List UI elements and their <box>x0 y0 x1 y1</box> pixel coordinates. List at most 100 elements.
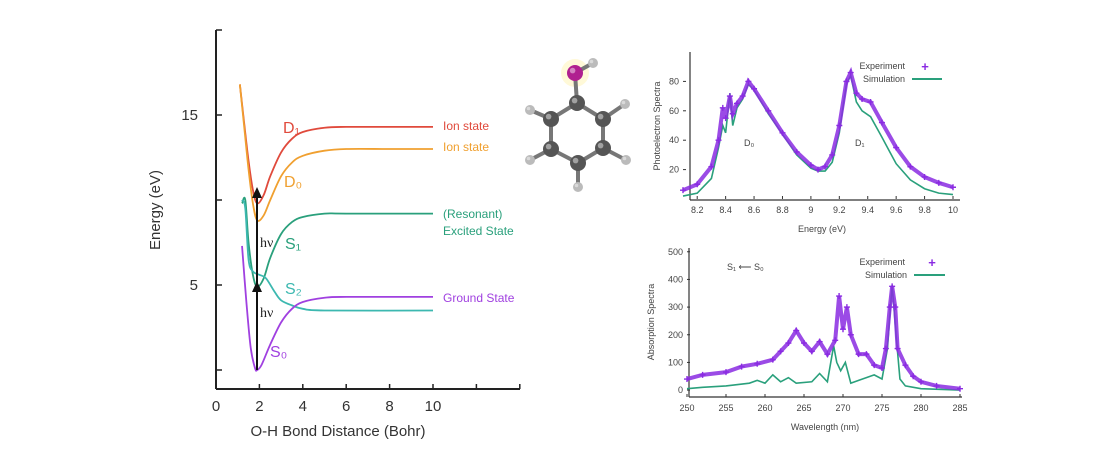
x-tick-label: 260 <box>757 403 772 413</box>
x-axis-label: O-H Bond Distance (Bohr) <box>250 423 425 440</box>
experiment-point <box>801 340 807 347</box>
experiment-point <box>836 122 843 129</box>
experiment-point <box>957 385 963 392</box>
x-tick-label: 10 <box>425 398 442 415</box>
tr-ticks: 8.2 8.4 8.6 8.8 9 9.2 9.4 9.6 9.8 10 20 40 60 80 <box>669 76 958 215</box>
highlight <box>569 67 576 74</box>
hydrogen-atom <box>620 99 630 109</box>
experiment-point <box>886 304 893 311</box>
highlight <box>621 100 626 105</box>
experiment-point <box>863 351 870 358</box>
carbon-atom <box>595 111 611 127</box>
legend-marker-experiment: + <box>928 255 936 270</box>
potential-energy-chart: 0 2 4 6 8 10 15 5 Energy (eV) O-H Bond Distan… <box>147 29 521 440</box>
br-ticks: 250 255 260 265 270 275 280 285 0 100 200 300 400 500 <box>668 247 968 413</box>
highlight <box>622 156 627 161</box>
experiment-point <box>871 362 878 369</box>
x-tick-label: 2 <box>255 398 263 415</box>
hydrogen-atom <box>621 155 631 165</box>
experiment-point <box>933 382 940 389</box>
experiment-point <box>950 184 956 191</box>
experiment-point <box>751 85 758 92</box>
experiment-point <box>921 173 928 180</box>
potential-curve <box>238 84 433 222</box>
experiment-point <box>739 93 746 100</box>
band-label: D₀ <box>744 138 754 148</box>
y-axis-label: Energy (eV) <box>147 170 164 250</box>
experiment-point <box>738 363 745 370</box>
experiment-point <box>836 293 843 300</box>
experiment-point <box>855 351 862 358</box>
y-tick-label: 15 <box>181 107 198 124</box>
carbon-atom <box>543 141 559 157</box>
x-tick-label: 250 <box>679 403 694 413</box>
experiment-line <box>686 286 961 391</box>
y-tick-label: 40 <box>669 135 679 145</box>
highlight <box>574 183 579 188</box>
experiment-point <box>879 364 885 371</box>
carbon-atom <box>570 155 586 171</box>
experiment-point <box>726 93 733 100</box>
legend-experiment: Experiment <box>859 61 905 71</box>
x-axis-label: Energy (eV) <box>798 224 846 234</box>
y-tick-label: 80 <box>669 76 679 86</box>
experiment-point <box>723 369 729 376</box>
potential-curve <box>241 245 434 372</box>
experiment-point <box>694 181 701 188</box>
highlight <box>571 97 578 104</box>
simulation-line <box>686 284 961 391</box>
state-label: Ion state <box>443 140 489 154</box>
x-tick-label: 9.2 <box>833 205 846 215</box>
experiment-point <box>822 163 829 170</box>
y-tick-label: 60 <box>669 106 679 116</box>
experiment-point <box>715 137 722 144</box>
experiment-point <box>769 356 776 363</box>
curve-label-d1: D₁ <box>283 120 300 137</box>
experiment-point <box>785 340 792 347</box>
y-tick-label: 100 <box>668 357 683 367</box>
y-tick-label: 20 <box>669 165 679 175</box>
legend-experiment: Experiment <box>859 257 905 267</box>
experiment-point <box>918 378 924 385</box>
x-tick-label: 6 <box>342 398 350 415</box>
x-tick-label: 10 <box>948 205 958 215</box>
absorption-chart: 250 255 260 265 270 275 280 285 0 100 200 300 400 500… <box>646 247 968 432</box>
x-tick-label: 9.8 <box>918 205 931 215</box>
experiment-point <box>907 163 914 170</box>
curve-label-s2: S₂ <box>285 281 302 298</box>
x-tick-label: 8 <box>385 398 393 415</box>
hydrogen-atom <box>525 155 535 165</box>
y-tick-label: 5 <box>190 277 198 294</box>
hydrogen-atom <box>525 105 535 115</box>
x-tick-label: 255 <box>718 403 733 413</box>
x-tick-label: 9 <box>808 205 813 215</box>
y-axis-label: Photoelectron Spectra <box>652 81 662 170</box>
highlight <box>597 113 604 120</box>
highlight <box>597 142 604 149</box>
experiment-point <box>729 110 736 117</box>
experiment-point <box>793 327 800 334</box>
x-tick-label: 280 <box>913 403 928 413</box>
x-tick-label: 4 <box>299 398 307 415</box>
x-tick-label: 270 <box>835 403 850 413</box>
experiment-point <box>777 348 784 355</box>
experiment-point <box>840 326 846 333</box>
curve-label-s0: S₀ <box>270 344 287 361</box>
x-tick-label: 0 <box>212 398 220 415</box>
curve-label-d0: D₀ <box>284 174 302 191</box>
legend-simulation: Simulation <box>865 270 907 280</box>
x-tick-label: 285 <box>952 403 967 413</box>
x-tick-label: 8.6 <box>748 205 761 215</box>
x-tick-label: 275 <box>874 403 889 413</box>
potential-curve <box>241 199 434 312</box>
experiment-point <box>808 348 815 355</box>
y-tick-label: 200 <box>668 330 683 340</box>
experiment-point <box>894 345 901 352</box>
transition-label: S₁ ⟵ S₀ <box>727 262 764 272</box>
band-label: D₁ <box>855 138 865 148</box>
y-axis-label: Absorption Spectra <box>646 284 656 361</box>
highlight <box>526 106 531 111</box>
x-tick-label: 265 <box>796 403 811 413</box>
photoelectron-chart: 8.2 8.4 8.6 8.8 9 9.2 9.4 9.6 9.8 10 20 40 60 80 Phot… <box>652 52 960 234</box>
